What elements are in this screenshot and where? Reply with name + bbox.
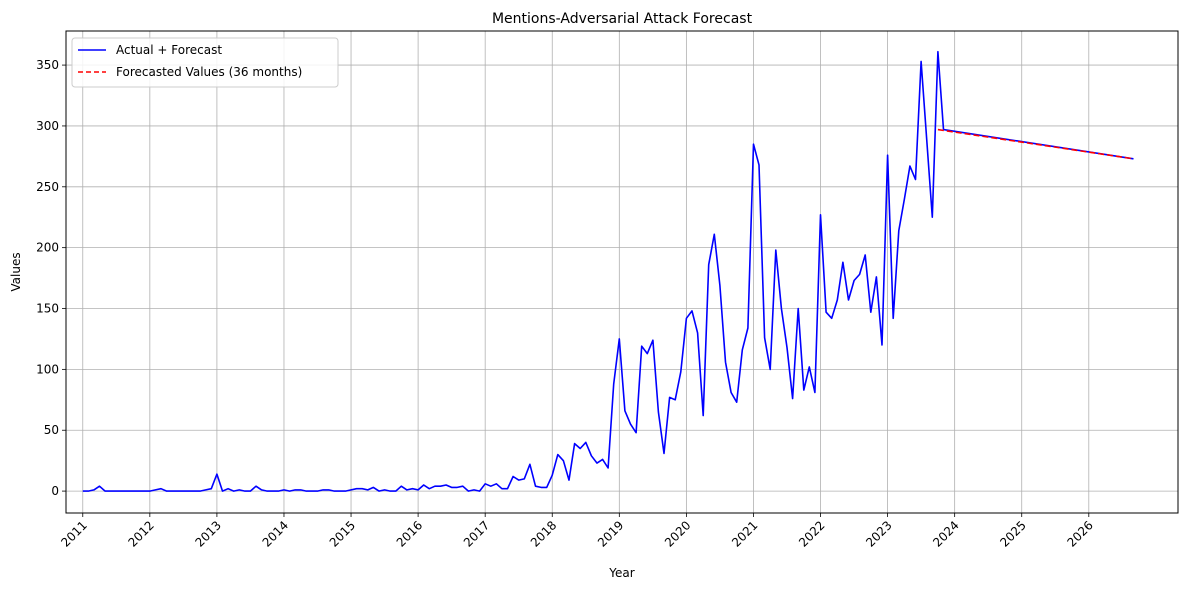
legend-label-forecast: Forecasted Values (36 months) [116,65,302,79]
y-tick-label: 250 [36,180,59,194]
legend-box [71,37,339,88]
actual-forecast-line [82,50,1134,492]
y-axis-title: Values [9,252,23,291]
y-tick-label: 350 [36,58,59,72]
grid-lines [66,31,1178,513]
forecast-line [937,128,1134,160]
series-lines [82,50,1134,492]
plot-frame [65,30,1179,514]
legend-label-actual: Actual + Forecast [116,43,222,57]
y-tick-label: 50 [44,423,59,437]
legend: Actual + Forecast Forecasted Values (36 … [71,37,339,88]
chart-title: Mentions-Adversarial Attack Forecast [492,11,753,27]
y-tick-label: 200 [36,241,59,255]
x-axis-title: Year [608,566,634,580]
y-tick-label: 150 [36,302,59,316]
y-tick-label: 300 [36,119,59,133]
y-tick-label: 0 [51,484,59,498]
y-tick-label: 100 [36,362,59,376]
